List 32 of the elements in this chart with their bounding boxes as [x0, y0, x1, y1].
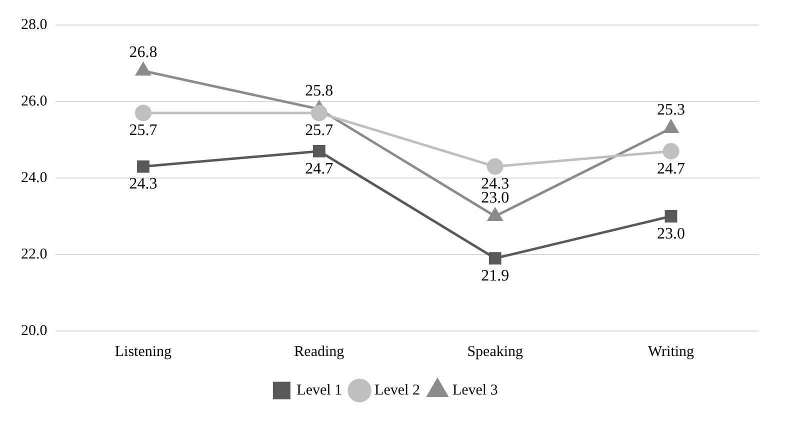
- legend-label: Level 2: [374, 382, 420, 398]
- point: [310, 104, 328, 122]
- y-tick-label: 26.0: [21, 93, 48, 110]
- point: [137, 160, 150, 173]
- x-tick-label: Writing: [648, 344, 695, 360]
- point: [134, 104, 152, 122]
- x-tick-label: Listening: [114, 344, 172, 360]
- y-tick-label: 22.0: [21, 246, 48, 262]
- data-label: 24.7: [305, 160, 334, 178]
- data-label: 26.8: [129, 44, 158, 62]
- data-label: 25.7: [129, 122, 158, 140]
- legend-label: Level 1: [296, 382, 342, 398]
- x-tick-label: Speaking: [467, 344, 524, 360]
- point: [488, 252, 502, 265]
- data-label: 25.3: [657, 101, 686, 118]
- point: [664, 120, 678, 134]
- point: [662, 142, 680, 160]
- point: [486, 158, 504, 175]
- y-tick-label: 28.0: [21, 16, 48, 33]
- data-label: 21.9: [481, 268, 510, 285]
- point: [136, 62, 151, 76]
- data-label: 24.7: [657, 160, 686, 178]
- x-tick-label: Reading: [294, 344, 345, 360]
- data-label: 24.3: [129, 176, 158, 193]
- legend-label: Level 3: [452, 382, 498, 398]
- data-label: 25.7: [305, 122, 334, 140]
- y-tick-label: 20.0: [21, 322, 48, 339]
- y-tick-label: 24.0: [21, 170, 48, 186]
- data-label: 23.0: [657, 225, 686, 242]
- data-label: 25.8: [305, 82, 334, 100]
- point: [312, 145, 326, 158]
- point: [664, 210, 678, 222]
